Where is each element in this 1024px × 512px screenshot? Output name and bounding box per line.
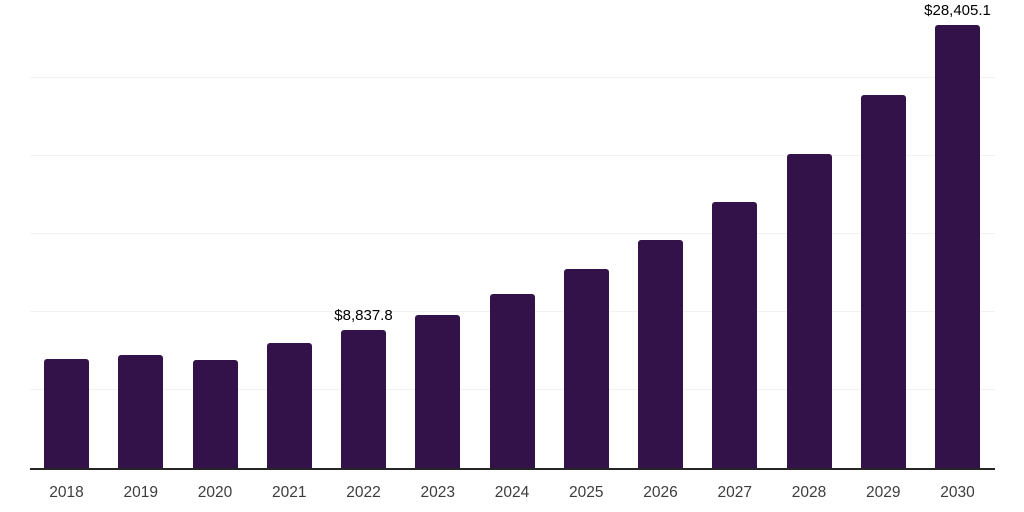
bar-2019 — [118, 354, 164, 468]
bar-value-label-2022: $8,837.8 — [334, 307, 393, 325]
bar-2018 — [44, 358, 89, 468]
bar-2030: $28,405.1 — [924, 2, 991, 468]
x-tick-2020: 2020 — [197, 484, 233, 501]
bar-2027 — [712, 202, 758, 468]
bar-2021 — [266, 343, 312, 468]
bar-2029 — [860, 94, 906, 468]
gridline-15000 — [30, 233, 995, 234]
bar-2023 — [415, 314, 461, 468]
bar-2026 — [638, 240, 683, 468]
x-tick-2019: 2019 — [123, 484, 158, 501]
bar-2020 — [192, 359, 238, 468]
x-tick-2023: 2023 — [420, 484, 455, 501]
bar-value-label-2030: $28,405.1 — [924, 1, 991, 19]
x-axis: 2018 2019 2020 2021 2022 2023 2024 2025 2026 2027… — [0, 478, 1024, 508]
x-tick-2026: 2026 — [643, 484, 678, 501]
bar-2028 — [786, 153, 832, 468]
x-tick-2028: 2028 — [791, 484, 827, 501]
bar-2025 — [563, 269, 609, 468]
bar-2024 — [489, 293, 535, 468]
x-tick-2022: 2022 — [346, 484, 381, 501]
plot-area: $8,837.8 $28,405.1 — [30, 0, 995, 470]
x-tick-2025: 2025 — [569, 484, 604, 501]
x-tick-2029: 2029 — [866, 484, 901, 501]
bar-2022: $8,837.8 — [334, 307, 393, 468]
x-tick-2021: 2021 — [272, 484, 307, 501]
gridline-20000 — [30, 155, 995, 156]
x-tick-2024: 2024 — [494, 484, 530, 501]
x-tick-2027: 2027 — [717, 484, 752, 501]
x-tick-2018: 2018 — [49, 484, 84, 501]
x-tick-2030: 2030 — [940, 484, 975, 501]
gridline-25000 — [30, 77, 995, 78]
